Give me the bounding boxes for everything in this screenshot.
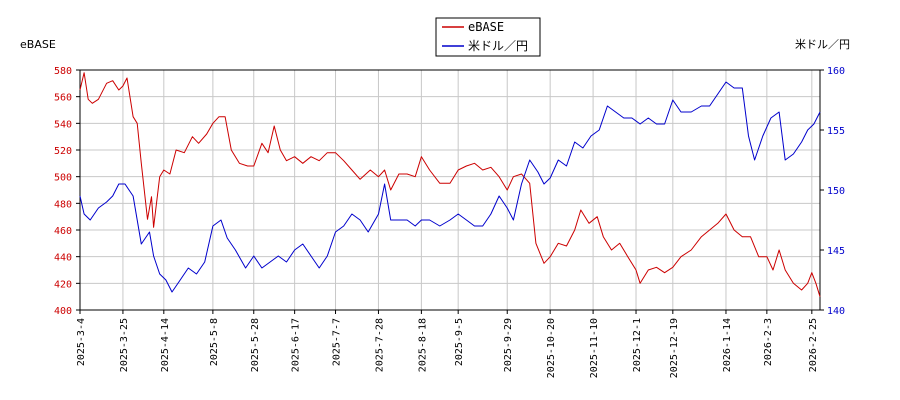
left-tick-label: 400 (54, 306, 72, 317)
left-tick-label: 540 (54, 119, 72, 130)
x-tick-label: 2025-12-19 (669, 318, 680, 378)
left-tick-label: 500 (54, 173, 72, 184)
right-tick-label: 145 (827, 246, 845, 257)
x-tick-label: 2026-1-14 (722, 318, 733, 372)
left-tick-label: 580 (54, 66, 72, 77)
left-tick-label: 520 (54, 146, 72, 157)
left-axis-ticks: 400 420 440 460 480 500 520 540 560 580 (54, 66, 80, 317)
series-layer (79, 72, 821, 297)
gridlines (79, 69, 820, 311)
left-axis-label: eBASE (20, 38, 56, 51)
left-tick-label: 560 (54, 93, 72, 104)
x-tick-label: 2025-7-28 (374, 318, 385, 372)
right-axis-ticks: 140 145 150 155 160 (820, 66, 845, 317)
legend: eBASE 米ドル／円 (435, 17, 541, 57)
left-tick-label: 460 (54, 226, 72, 237)
x-tick-label: 2025-12-1 (632, 318, 643, 372)
right-tick-label: 150 (827, 186, 845, 197)
series-line-ebase (79, 72, 821, 297)
x-tick-label: 2025-8-18 (417, 318, 428, 372)
x-tick-label: 2025-5-8 (209, 318, 220, 366)
legend-label-ebase: eBASE (468, 20, 504, 34)
x-tick-label: 2025-5-28 (250, 318, 261, 372)
x-tick-label: 2025-9-29 (503, 318, 514, 372)
x-tick-label: 2025-3-4 (76, 318, 87, 366)
x-axis-ticks: 2025-3-4 2025-3-25 2025-4-14 2025-5-8 2025-5… (76, 310, 819, 378)
x-tick-label: 2026-2-3 (763, 318, 774, 366)
x-tick-label: 2025-4-14 (160, 318, 171, 372)
x-tick-label: 2025-9-5 (454, 318, 465, 366)
legend-label-usdjpy: 米ドル／円 (468, 39, 528, 53)
x-tick-label: 2025-11-10 (589, 318, 600, 378)
right-tick-label: 140 (827, 306, 845, 317)
right-axis-label: 米ドル／円 (795, 38, 850, 51)
x-tick-label: 2025-7-7 (332, 318, 343, 366)
left-tick-label: 480 (54, 199, 72, 210)
left-tick-label: 420 (54, 279, 72, 290)
x-tick-label: 2025-3-25 (119, 318, 130, 372)
left-tick-label: 440 (54, 253, 72, 264)
legend-box (435, 17, 541, 57)
x-tick-label: 2026-2-25 (808, 318, 819, 372)
x-tick-label: 2025-10-20 (546, 318, 557, 378)
series-line-usdjpy (79, 81, 821, 293)
right-tick-label: 160 (827, 66, 845, 77)
x-tick-label: 2025-6-17 (291, 318, 302, 372)
right-tick-label: 155 (827, 126, 845, 137)
